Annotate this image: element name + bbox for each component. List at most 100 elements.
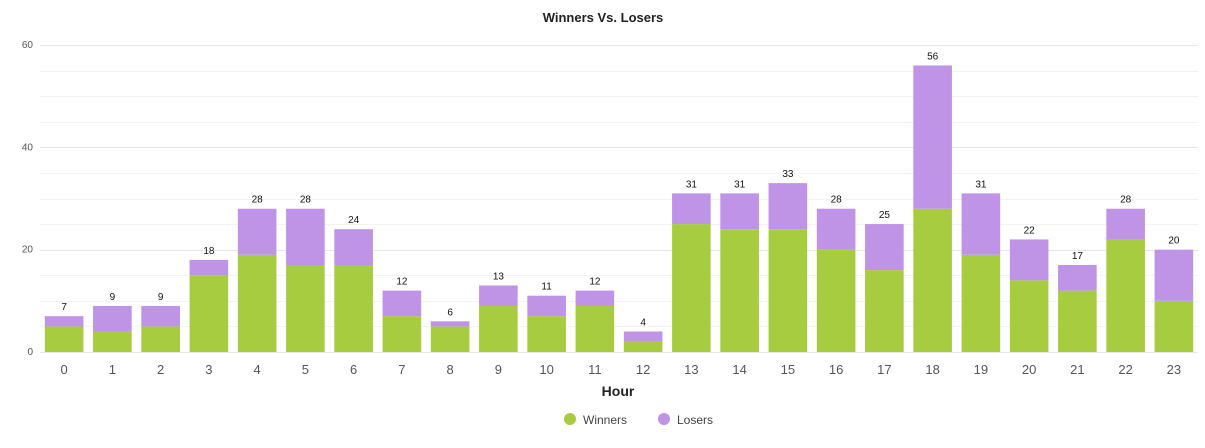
bar-winners-4[interactable]	[237, 254, 277, 352]
bar-winners-8[interactable]	[430, 326, 470, 352]
x-tick-label: 11	[588, 362, 602, 377]
bar-winners-5[interactable]	[286, 265, 325, 352]
x-tick-label: 1	[109, 362, 116, 377]
x-tick-label: 16	[829, 362, 843, 377]
bar-losers-16[interactable]	[816, 208, 856, 250]
bar-winners-12[interactable]	[623, 341, 663, 352]
data-label-total-21: 17	[1072, 251, 1084, 262]
legend-label-losers[interactable]: Losers	[677, 413, 713, 427]
data-label-total-2: 9	[158, 292, 164, 303]
bar-losers-17[interactable]	[865, 224, 904, 271]
bar-winners-18[interactable]	[913, 208, 952, 352]
bar-losers-0[interactable]	[44, 316, 84, 327]
data-labels: 7 9 9 18 28 28 24 12 6 13 11 12 4 31 31 33 28 25 56 31 22 17 2…	[61, 51, 1180, 328]
x-tick-label: 20	[1022, 362, 1036, 377]
x-tick-label: 2	[157, 362, 164, 377]
bar-winners-15[interactable]	[768, 229, 808, 352]
data-label-total-15: 33	[782, 169, 794, 180]
data-label-total-7: 12	[396, 277, 408, 288]
x-tick-label: 14	[732, 362, 746, 377]
bar-winners-1[interactable]	[93, 331, 132, 352]
x-tick-label: 7	[398, 362, 405, 377]
bar-winners-6[interactable]	[334, 265, 373, 352]
x-axis-label: Hour	[602, 383, 635, 399]
data-label-total-16: 28	[831, 195, 843, 206]
bar-losers-19[interactable]	[961, 193, 1001, 255]
data-label-total-5: 28	[300, 195, 312, 206]
bar-losers-10[interactable]	[527, 295, 566, 317]
x-tick-label: 23	[1167, 362, 1181, 377]
data-label-total-18: 56	[927, 51, 939, 62]
bar-winners-14[interactable]	[720, 229, 759, 352]
x-axis-ticks: 0 1 2 3 4 5 6 7 8 9 10 11 12 13 14 15 16 17 18 19 20 21 22 23	[61, 362, 1182, 377]
x-tick-label: 9	[495, 362, 502, 377]
bar-winners-11[interactable]	[575, 305, 615, 352]
y-axis-ticks: 0 20 40 60	[22, 40, 34, 358]
bar-winners-17[interactable]	[865, 270, 904, 352]
chart-title: Winners Vs. Losers	[543, 10, 664, 25]
x-tick-label: 19	[974, 362, 988, 377]
bar-winners-10[interactable]	[527, 316, 566, 352]
bar-winners-3[interactable]	[189, 275, 229, 352]
x-tick-label: 6	[350, 362, 357, 377]
bar-winners-9[interactable]	[479, 305, 518, 352]
bar-winners-20[interactable]	[1009, 280, 1049, 352]
data-label-total-3: 18	[203, 246, 215, 257]
x-tick-label: 12	[636, 362, 650, 377]
bar-losers-20[interactable]	[1009, 239, 1049, 281]
bar-losers-4[interactable]	[237, 208, 277, 255]
x-tick-label: 0	[61, 362, 68, 377]
bar-losers-18[interactable]	[913, 65, 952, 209]
x-tick-label: 17	[877, 362, 891, 377]
x-tick-label: 18	[925, 362, 939, 377]
bar-losers-14[interactable]	[720, 193, 759, 230]
bar-losers-6[interactable]	[334, 229, 373, 266]
bar-losers-13[interactable]	[672, 193, 711, 225]
bar-losers-9[interactable]	[479, 285, 518, 306]
bar-losers-1[interactable]	[93, 305, 132, 332]
bar-losers-5[interactable]	[286, 208, 325, 266]
bar-losers-3[interactable]	[189, 259, 229, 276]
data-label-total-20: 22	[1024, 225, 1036, 236]
y-tick-label: 60	[22, 40, 34, 51]
bar-losers-8[interactable]	[430, 321, 470, 327]
x-tick-label: 5	[302, 362, 309, 377]
bar-winners-13[interactable]	[672, 224, 711, 352]
data-label-total-19: 31	[975, 179, 987, 190]
legend-marker-winners[interactable]	[564, 413, 576, 425]
legend-marker-losers[interactable]	[658, 413, 670, 425]
data-label-total-8: 6	[447, 307, 453, 318]
x-tick-label: 10	[539, 362, 553, 377]
bar-winners-21[interactable]	[1058, 290, 1097, 352]
data-label-total-11: 12	[589, 277, 601, 288]
x-tick-label: 4	[254, 362, 261, 377]
bar-losers-11[interactable]	[575, 290, 615, 306]
bar-losers-21[interactable]	[1058, 265, 1097, 291]
data-label-total-12: 4	[640, 318, 646, 329]
data-label-total-4: 28	[252, 195, 264, 206]
data-label-total-22: 28	[1120, 195, 1132, 206]
bar-winners-19[interactable]	[961, 254, 1001, 352]
bar-winners-22[interactable]	[1106, 239, 1145, 352]
bar-losers-22[interactable]	[1106, 208, 1145, 240]
data-label-total-17: 25	[879, 210, 891, 221]
bar-winners-7[interactable]	[382, 316, 422, 352]
legend: Winners Losers	[564, 413, 713, 427]
bars-group	[44, 65, 1194, 352]
bar-losers-2[interactable]	[141, 305, 180, 327]
x-tick-label: 8	[447, 362, 454, 377]
bar-winners-2[interactable]	[141, 326, 180, 352]
legend-label-winners[interactable]: Winners	[583, 413, 627, 427]
bar-losers-15[interactable]	[768, 183, 808, 230]
bar-winners-16[interactable]	[816, 249, 856, 352]
data-label-total-0: 7	[61, 302, 67, 313]
bar-winners-23[interactable]	[1154, 300, 1194, 352]
bar-losers-7[interactable]	[382, 290, 422, 317]
bar-winners-0[interactable]	[44, 326, 84, 352]
bar-losers-23[interactable]	[1154, 249, 1194, 301]
y-tick-label: 0	[27, 347, 33, 358]
bar-losers-12[interactable]	[623, 331, 663, 342]
y-tick-label: 40	[22, 142, 34, 153]
